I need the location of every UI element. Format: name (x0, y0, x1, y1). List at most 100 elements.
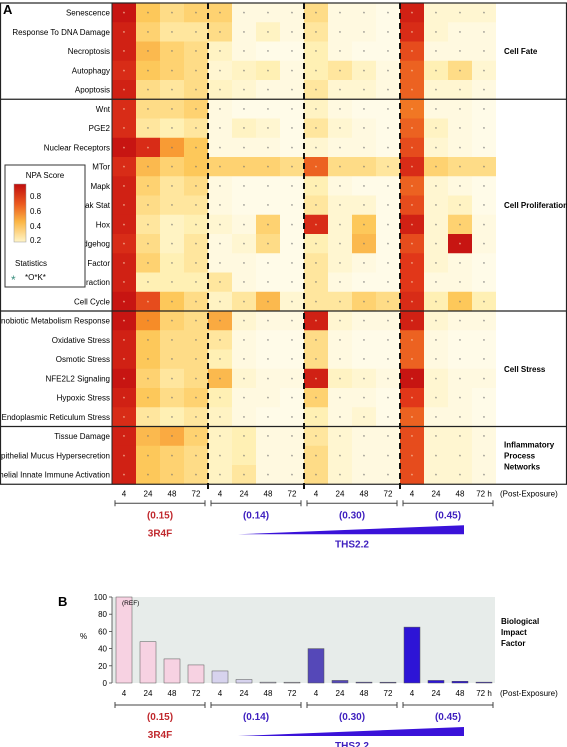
npa-tick: 0.6 (30, 207, 42, 216)
bar-x-tick-label: 48 (360, 689, 369, 698)
section-label: Cell Stress (504, 365, 546, 374)
heat-cell (136, 137, 160, 158)
stat-mark: * (483, 166, 486, 172)
bar (379, 681, 397, 684)
bar-x-tick-label: 24 (336, 689, 345, 698)
heat-cell (280, 465, 304, 485)
stat-mark: * (219, 204, 222, 210)
heat-cell (328, 157, 352, 177)
heat-cell (136, 311, 160, 331)
stat-mark: * (387, 127, 390, 133)
heat-cell (376, 465, 400, 485)
stat-mark: * (171, 243, 174, 249)
stat-mark: * (411, 320, 414, 326)
row-label: Oxidative Stress (52, 336, 110, 345)
stat-mark: * (291, 416, 294, 422)
stat-mark: * (291, 146, 294, 152)
stat-mark: * (147, 223, 150, 229)
heat-cell (448, 41, 472, 62)
heat-cell (304, 272, 328, 293)
stat-mark: * (315, 358, 318, 364)
heat-cell (376, 3, 400, 23)
heat-cell (448, 234, 472, 254)
stat-mark: * (195, 204, 198, 210)
stat-mark: * (339, 69, 342, 75)
stat-mark: * (219, 320, 222, 326)
heat-cell (232, 118, 256, 139)
stat-mark: * (387, 223, 390, 229)
x-tick-label: 48 (264, 489, 273, 498)
row-label: Apoptosis (75, 86, 110, 95)
stat-mark: * (171, 454, 174, 460)
dose-wedge (238, 727, 464, 736)
stat-mark: * (363, 89, 366, 95)
stat-mark: * (339, 339, 342, 345)
heat-cell (232, 234, 256, 254)
heat-cell (112, 368, 136, 389)
stat-mark: * (219, 474, 222, 480)
heat-cell (376, 272, 400, 293)
stat-mark: * (243, 185, 246, 191)
heat-cell (472, 465, 496, 485)
stat-mark: * (123, 397, 126, 403)
stat-mark: * (411, 300, 414, 306)
heat-cell (328, 465, 352, 485)
stat-mark: * (363, 262, 366, 268)
stat-mark: * (483, 223, 486, 229)
stat-mark: * (267, 89, 270, 95)
stat-mark: * (123, 416, 126, 422)
heat-cell (160, 253, 184, 273)
heat-cell (256, 234, 280, 254)
stat-mark: * (171, 435, 174, 441)
stat-mark: * (243, 474, 246, 480)
heat-cell (208, 118, 232, 139)
stat-mark: * (411, 89, 414, 95)
heat-cell (304, 349, 328, 370)
heat-cell (256, 195, 280, 216)
stat-mark: * (411, 243, 414, 249)
stat-mark: * (339, 358, 342, 364)
stat-mark: * (363, 108, 366, 114)
heat-cell (472, 3, 496, 23)
stat-mark: * (147, 397, 150, 403)
bar-x-tick-label: 24 (144, 689, 153, 698)
stat-mark: * (315, 31, 318, 37)
heat-cell (400, 465, 424, 485)
heat-cell (376, 22, 400, 42)
stat-mark: * (411, 262, 414, 268)
stat-mark: * (243, 320, 246, 326)
stat-mark: * (123, 281, 126, 287)
stat-mark: * (315, 243, 318, 249)
stat-mark: * (195, 108, 198, 114)
stat-mark: * (123, 223, 126, 229)
heat-cell (256, 407, 280, 427)
heat-cell (328, 368, 352, 389)
x-tick-label: 72 (288, 489, 297, 498)
stat-mark: * (147, 146, 150, 152)
bar-x-tick-label: 4 (314, 689, 319, 698)
heat-cell (376, 368, 400, 389)
heat-cell (136, 291, 160, 312)
stat-mark: * (435, 89, 438, 95)
heat-cell (328, 349, 352, 370)
stat-mark: * (243, 300, 246, 306)
heat-cell (424, 214, 448, 235)
stat-mark: * (147, 474, 150, 480)
stat-mark: * (219, 454, 222, 460)
heat-cell (232, 349, 256, 370)
heat-cell (304, 118, 328, 139)
bif-label-line: Biological (501, 617, 539, 626)
stat-mark: * (147, 320, 150, 326)
heat-cell (448, 426, 472, 447)
heat-cell (400, 426, 424, 447)
heat-cell (280, 426, 304, 447)
row-label: Nuclear Receptors (44, 143, 110, 152)
stat-mark: * (195, 50, 198, 56)
stat-mark: * (387, 50, 390, 56)
stat-mark: * (123, 377, 126, 383)
stat-mark: * (219, 185, 222, 191)
x-tick-label: 48 (168, 489, 177, 498)
stat-mark: * (219, 223, 222, 229)
stat-mark: * (435, 243, 438, 249)
